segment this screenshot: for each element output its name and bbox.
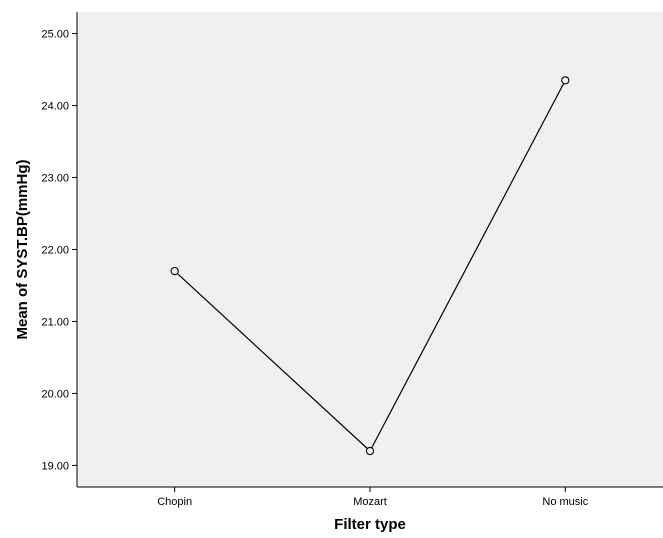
x-tick-label: Chopin — [157, 496, 192, 508]
y-tick-label: 20.00 — [41, 388, 69, 400]
y-axis-title: Mean of SYST.BP(mmHg) — [14, 159, 31, 339]
series-layer — [170, 76, 570, 456]
data-point — [561, 76, 570, 85]
x-axis-title: Filter type — [334, 516, 406, 533]
data-point — [170, 266, 179, 276]
y-tick-label: 22.00 — [41, 245, 69, 257]
x-tick-label: Mozart — [353, 496, 387, 508]
y-tick-label: 25.00 — [41, 29, 69, 41]
x-tick-label: No music — [542, 496, 588, 508]
y-tick-label: 19.00 — [41, 460, 69, 472]
y-tick-label: 23.00 — [41, 173, 69, 185]
plot-area — [77, 12, 663, 487]
y-tick-label: 21.00 — [41, 316, 69, 328]
y-axis: 19.00 20.00 21.00 22.00 23.00 24.00 25.00 — [41, 12, 78, 487]
data-point — [365, 446, 375, 456]
x-axis: Chopin Mozart No music — [77, 486, 663, 508]
y-tick-label: 24.00 — [41, 101, 69, 113]
